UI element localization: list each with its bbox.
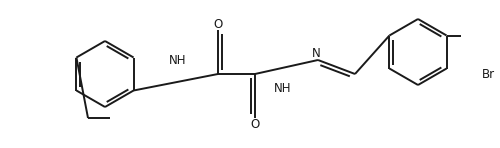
Text: N: N	[312, 46, 320, 59]
Text: O: O	[214, 17, 222, 30]
Text: NH: NH	[170, 53, 187, 66]
Text: NH: NH	[170, 53, 187, 66]
Text: NH: NH	[170, 53, 187, 66]
Text: NH: NH	[274, 82, 292, 95]
Text: O: O	[250, 118, 260, 131]
Text: NH: NH	[274, 82, 292, 95]
Text: Br: Br	[482, 67, 495, 81]
